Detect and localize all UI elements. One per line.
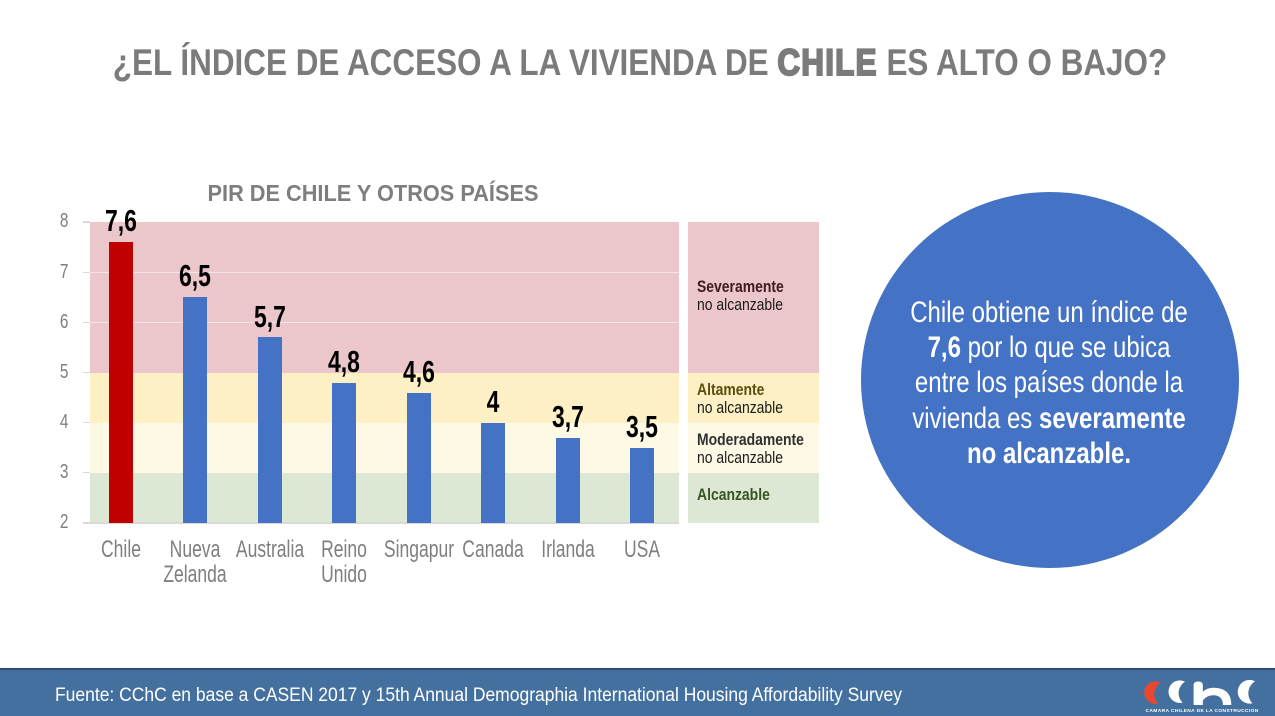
svg-text:CAMARA CHILENA DE LA CONSTRUCC: CAMARA CHILENA DE LA CONSTRUCCION [1146, 708, 1259, 714]
